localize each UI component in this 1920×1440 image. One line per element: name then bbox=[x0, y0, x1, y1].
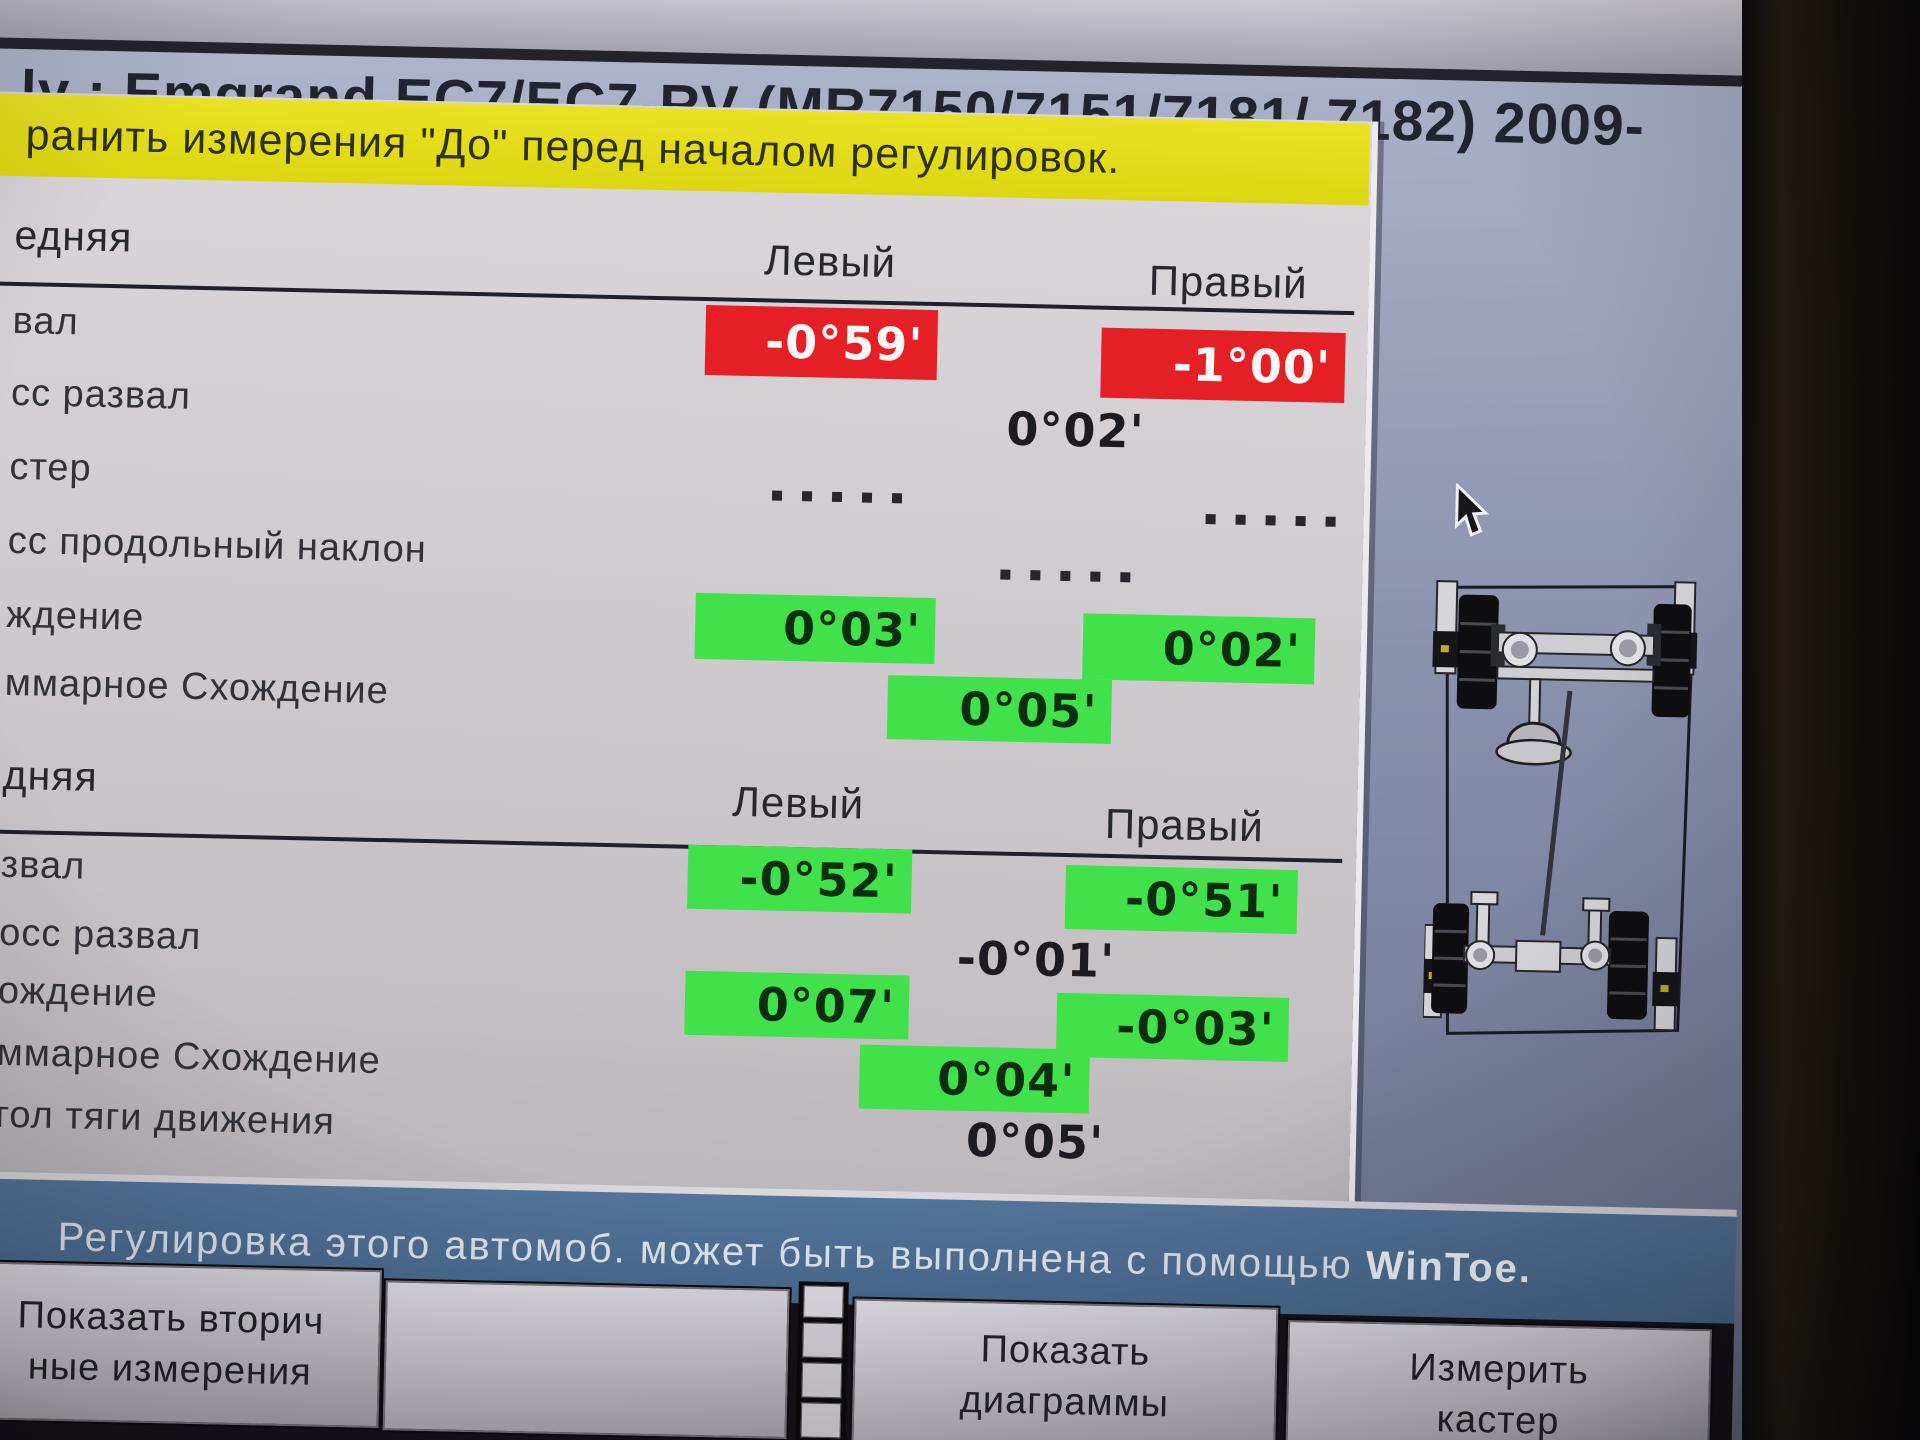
pager-thumb[interactable] bbox=[803, 1285, 844, 1319]
rear-total-toe-label: ммарное Схождение bbox=[0, 1031, 382, 1083]
rear-camber-left-value: -0°52' bbox=[686, 844, 913, 914]
pager-cell[interactable] bbox=[802, 1322, 843, 1359]
button-label-line: диаграммы bbox=[959, 1378, 1170, 1426]
rear-section-label: дняя bbox=[2, 751, 99, 800]
rear-column-left: Левый bbox=[731, 777, 865, 828]
thrust-angle-value: 0°05' bbox=[965, 1112, 1105, 1170]
rear-cross-camber-label: осс развал bbox=[0, 911, 202, 959]
show-diagrams-button[interactable]: Показать диаграммы bbox=[849, 1296, 1281, 1440]
front-column-right: Правый bbox=[1148, 256, 1309, 308]
vehicle-top-view-diagram bbox=[1422, 580, 1698, 1035]
front-column-left: Левый bbox=[763, 236, 897, 287]
measure-caster-button[interactable]: Измерить кастер bbox=[1283, 1317, 1715, 1440]
rear-toe-label: ождение bbox=[0, 969, 159, 1016]
front-section-label: едняя bbox=[14, 211, 133, 261]
rear-toe-left-value: 0°07' bbox=[684, 970, 910, 1040]
front-caster-label: стер bbox=[9, 445, 93, 490]
front-total-toe-label: ммарное Схождение bbox=[4, 661, 390, 713]
front-toe-left-value: 0°03' bbox=[694, 592, 936, 665]
front-camber-label: вал bbox=[12, 299, 80, 344]
front-total-toe-value: 0°05' bbox=[886, 675, 1113, 744]
button-label-line: ные измерения bbox=[27, 1345, 313, 1394]
button-label-line: Измерить bbox=[1408, 1346, 1590, 1393]
pager-cell[interactable] bbox=[801, 1362, 843, 1399]
show-secondary-measurements-button[interactable]: Показать вторич ные измерения bbox=[0, 1258, 385, 1431]
thrust-angle-label: гол тяги движения bbox=[0, 1093, 336, 1144]
front-toe-right-value: 0°02' bbox=[1082, 613, 1316, 685]
rear-camber-label: звал bbox=[0, 843, 86, 888]
rear-column-right: Правый bbox=[1104, 799, 1265, 851]
rear-total-toe-value: 0°04' bbox=[858, 1044, 1091, 1114]
rear-toe-right-value: -0°03' bbox=[1055, 992, 1290, 1062]
pager-scrollbar[interactable] bbox=[795, 1281, 849, 1440]
rear-cross-camber-value: -0°01' bbox=[956, 930, 1116, 989]
mouse-cursor-icon bbox=[1454, 483, 1490, 537]
monitor-bezel-shadow bbox=[1742, 0, 1920, 1440]
rear-camber-right-value: -0°51' bbox=[1064, 865, 1298, 935]
button-label-line: Показать bbox=[980, 1327, 1151, 1374]
front-cross-camber-value: 0°02' bbox=[1005, 401, 1146, 459]
button-label-line: Показать вторич bbox=[17, 1293, 325, 1343]
blank-softkey-button[interactable] bbox=[380, 1278, 792, 1440]
front-camber-right-value: -1°00' bbox=[1100, 327, 1346, 403]
front-cross-caster-label: сс продольный наклон bbox=[7, 519, 428, 571]
button-label-line: кастер bbox=[1436, 1398, 1560, 1440]
warning-banner-text: ранить измерения "До" перед началом регу… bbox=[25, 110, 1121, 183]
front-toe-label: ждение bbox=[5, 593, 145, 639]
pager-cell[interactable] bbox=[800, 1402, 842, 1439]
wintoe-label: WinToe. bbox=[1365, 1243, 1533, 1291]
front-camber-left-value: -0°59' bbox=[704, 305, 939, 381]
front-cross-camber-label: сс развал bbox=[10, 371, 192, 418]
